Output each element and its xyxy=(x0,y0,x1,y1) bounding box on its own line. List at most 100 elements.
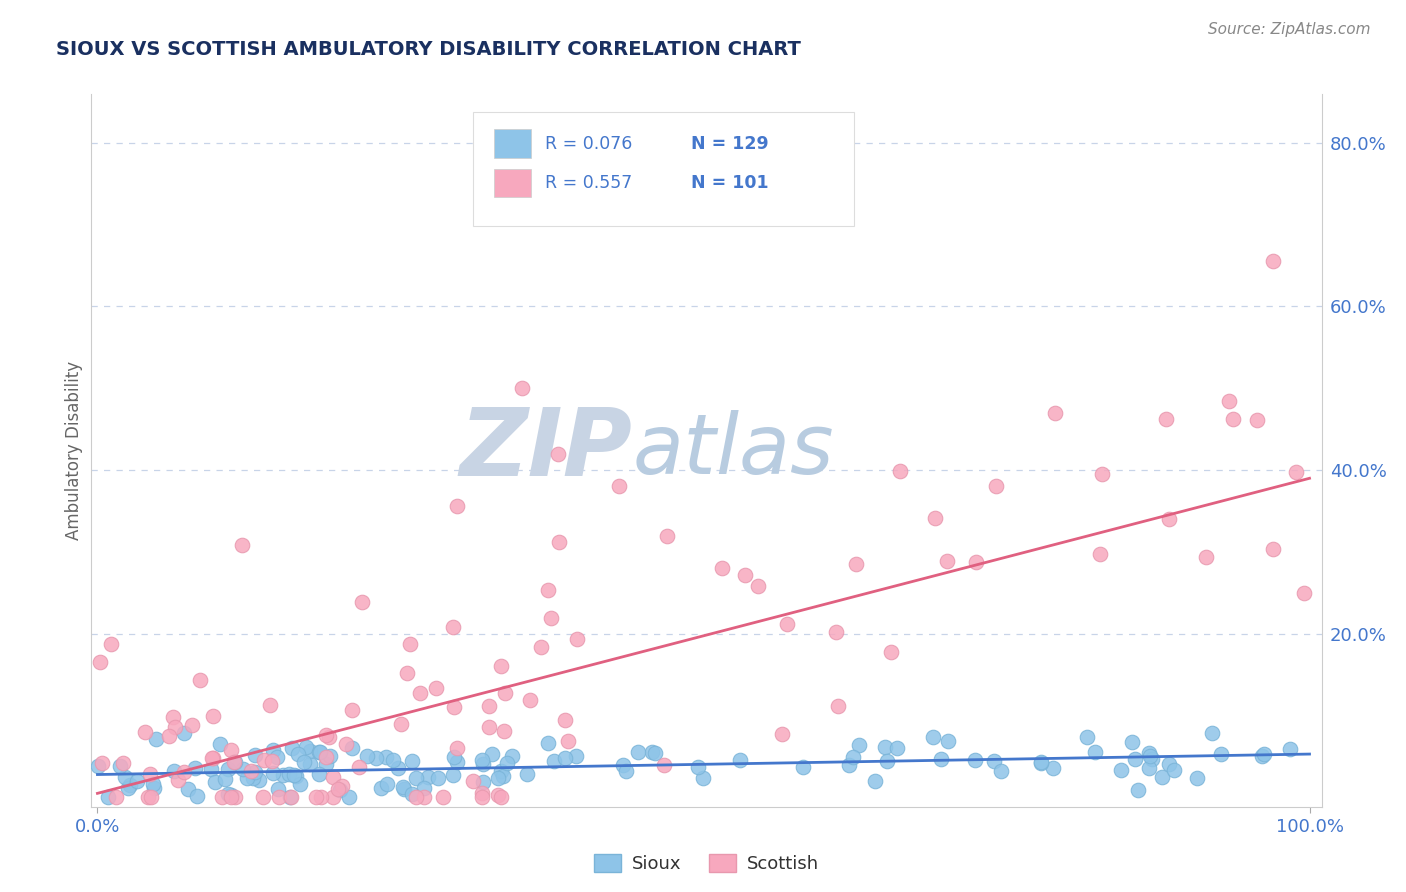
Point xyxy=(245,748,267,763)
Point xyxy=(652,758,675,772)
Point xyxy=(873,740,896,755)
Point xyxy=(337,789,360,804)
Y-axis label: Ambulatory Disability: Ambulatory Disability xyxy=(65,361,83,540)
Point xyxy=(1091,467,1114,482)
Point xyxy=(184,762,207,776)
Point xyxy=(283,768,305,782)
Point xyxy=(1150,770,1173,784)
Point xyxy=(217,787,239,801)
Text: N = 101: N = 101 xyxy=(690,174,768,192)
Point xyxy=(352,595,374,609)
Point xyxy=(1209,747,1232,762)
Point xyxy=(1263,541,1285,556)
Point xyxy=(491,659,513,673)
Point xyxy=(330,779,353,793)
Point xyxy=(142,777,165,791)
Point xyxy=(177,781,200,796)
Point xyxy=(827,699,849,714)
Point xyxy=(863,774,886,789)
Point xyxy=(211,789,233,804)
Point xyxy=(770,727,793,741)
Point xyxy=(879,645,901,659)
Point xyxy=(381,753,404,767)
Point xyxy=(446,499,468,513)
Point xyxy=(389,716,412,731)
Point xyxy=(204,775,226,789)
Point xyxy=(1253,747,1275,761)
Point xyxy=(114,770,136,784)
Point xyxy=(394,782,416,797)
Point xyxy=(495,756,517,770)
Point xyxy=(427,771,450,785)
Point xyxy=(612,758,634,772)
Point xyxy=(309,789,332,804)
Point xyxy=(266,750,288,764)
Point xyxy=(441,620,464,634)
Point xyxy=(294,739,316,754)
Point xyxy=(309,745,332,759)
Point xyxy=(201,751,224,765)
Text: SIOUX VS SCOTTISH AMBULATORY DISABILITY CORRELATION CHART: SIOUX VS SCOTTISH AMBULATORY DISABILITY … xyxy=(56,40,801,59)
Point xyxy=(165,720,187,734)
Point xyxy=(239,764,262,779)
Point xyxy=(208,737,231,751)
Point xyxy=(965,555,987,569)
Point xyxy=(1139,748,1161,763)
Point xyxy=(626,746,648,760)
Point xyxy=(405,789,427,804)
Point xyxy=(443,750,465,764)
Point xyxy=(308,766,330,780)
Point xyxy=(614,764,637,778)
Point xyxy=(443,699,465,714)
Point xyxy=(347,760,370,774)
Point xyxy=(342,740,364,755)
Point xyxy=(519,693,541,707)
Point xyxy=(173,765,195,780)
Point xyxy=(315,756,337,771)
Point xyxy=(494,724,516,739)
Point xyxy=(157,729,180,743)
Point xyxy=(1285,465,1308,479)
Point xyxy=(842,749,865,764)
Point xyxy=(136,789,159,804)
Point xyxy=(510,381,533,395)
Point xyxy=(481,747,503,762)
Point xyxy=(232,762,254,776)
Point xyxy=(529,640,551,655)
Point xyxy=(1123,751,1146,765)
Point xyxy=(1090,547,1112,561)
Point xyxy=(100,637,122,651)
Point xyxy=(922,730,945,744)
Point xyxy=(486,771,509,785)
Point xyxy=(395,666,418,681)
Text: ZIP: ZIP xyxy=(460,404,633,497)
Point xyxy=(308,745,330,759)
Point xyxy=(491,789,513,804)
Point xyxy=(711,561,734,575)
Point xyxy=(432,789,454,804)
Point xyxy=(924,510,946,524)
Point xyxy=(501,749,523,764)
Point xyxy=(145,732,167,747)
Point xyxy=(273,768,295,782)
Point xyxy=(340,703,363,717)
Point xyxy=(889,464,911,478)
FancyBboxPatch shape xyxy=(494,169,530,197)
Text: R = 0.557: R = 0.557 xyxy=(546,174,633,192)
Point xyxy=(1126,783,1149,797)
Point xyxy=(1278,741,1301,756)
Point xyxy=(243,764,266,779)
Point xyxy=(366,750,388,764)
Point xyxy=(567,632,589,646)
Point xyxy=(486,788,509,802)
Point xyxy=(1159,512,1181,526)
Point xyxy=(219,788,242,802)
Point xyxy=(399,637,422,651)
Point xyxy=(262,754,284,768)
Point xyxy=(142,780,165,795)
Point xyxy=(1029,756,1052,770)
Point xyxy=(391,780,413,795)
Point xyxy=(201,751,224,765)
Point xyxy=(139,789,162,804)
Point xyxy=(408,686,430,700)
